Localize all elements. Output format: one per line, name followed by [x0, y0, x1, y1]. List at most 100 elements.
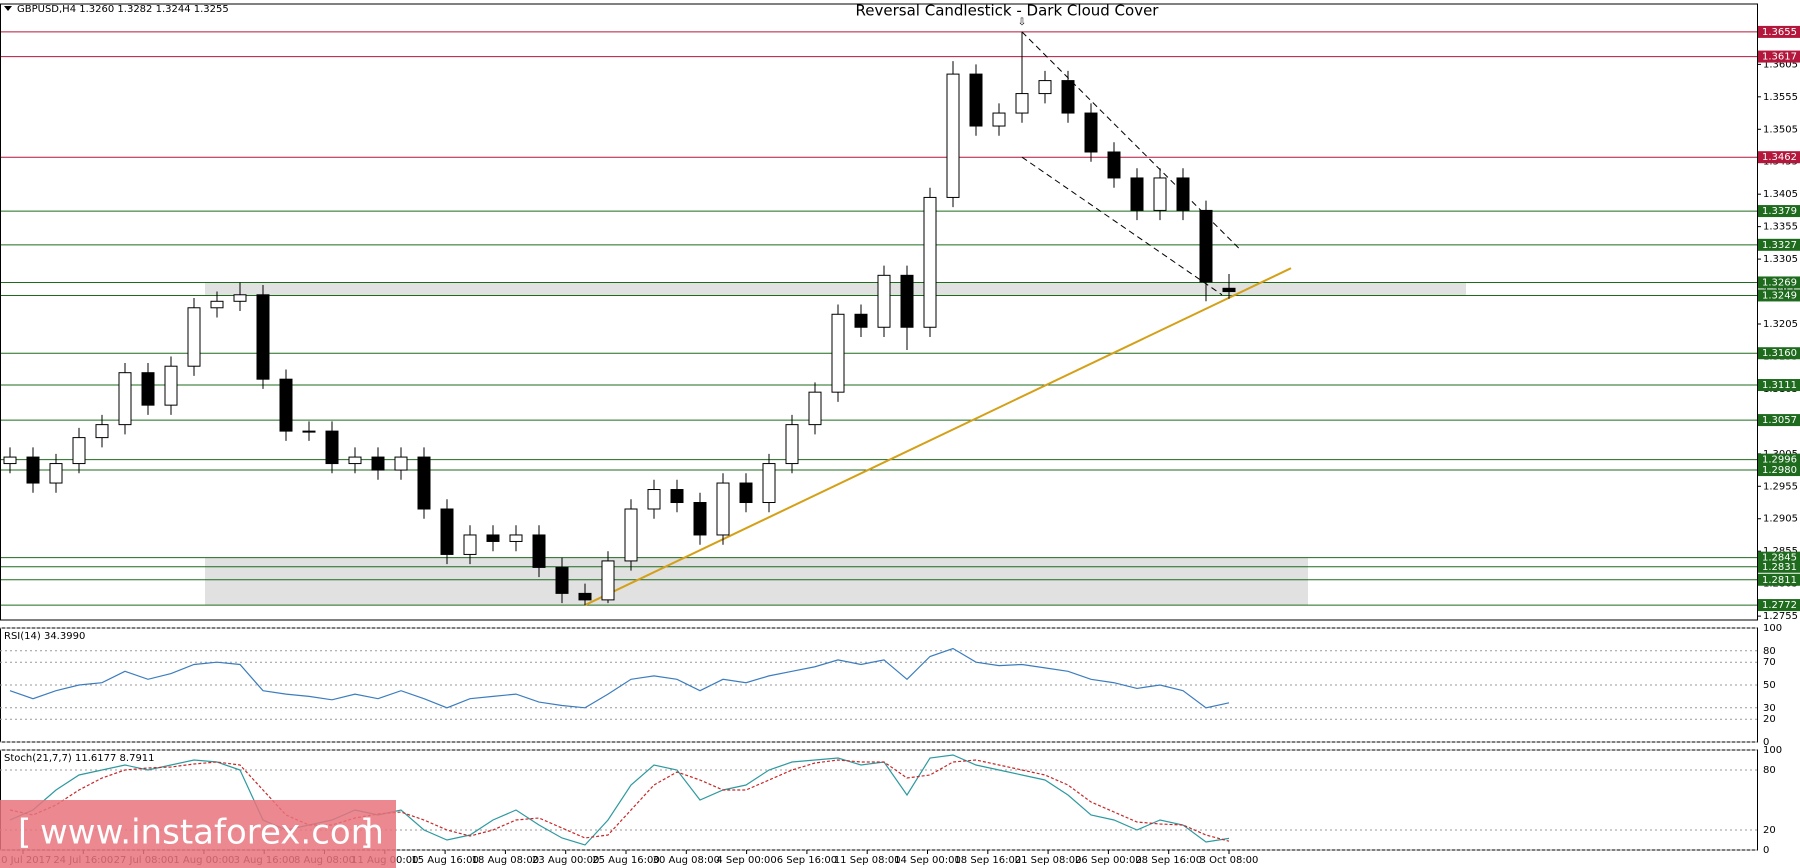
candle-body [854, 313, 868, 328]
channel-line [1021, 156, 1223, 296]
y-tick-label: 1.3205 [1763, 319, 1798, 330]
candle-body [1084, 112, 1098, 153]
candle-body [210, 300, 224, 309]
level-label-box [1758, 205, 1800, 218]
candle-body [693, 502, 707, 536]
candle-body [371, 456, 385, 471]
zone [205, 282, 1466, 296]
candle-body [1153, 177, 1167, 211]
watermark-bracket: [ [18, 813, 31, 853]
candle-body [923, 196, 937, 328]
level-label: 1.3111 [1762, 380, 1797, 391]
level-label-box [1758, 238, 1800, 251]
x-tick-label: 25 Aug 16:00 [592, 855, 659, 866]
x-tick-label: 18 Aug 08:00 [472, 855, 539, 866]
signal-arrow: ⇩ [1018, 17, 1026, 28]
y-tick-label: 50 [1763, 680, 1776, 691]
candle-body [279, 378, 293, 432]
level-label-box [1758, 464, 1800, 477]
candle-body [1107, 151, 1121, 179]
level-label: 1.3379 [1762, 206, 1797, 217]
y-tick-label: 1.3605 [1763, 59, 1798, 70]
indicator-label: Stoch(21,7,7) 11.6177 8.7911 [4, 753, 155, 764]
candle-body [394, 456, 408, 471]
candle-body [601, 560, 615, 601]
level-label-box [1758, 347, 1800, 360]
level-label: 1.3057 [1762, 415, 1797, 426]
candle-body [831, 313, 845, 393]
candle-body [256, 294, 270, 380]
y-tick-label: 0 [1763, 737, 1769, 748]
candle-body [440, 508, 454, 555]
level-label: 1.2980 [1762, 465, 1797, 476]
level-label: 1.2845 [1762, 553, 1797, 564]
y-tick-label: 1.3505 [1763, 124, 1798, 135]
y-tick-label: 1.3355 [1763, 222, 1798, 233]
level-label: 1.3462 [1762, 152, 1797, 163]
candle-body [463, 534, 477, 555]
level-label: 1.2772 [1762, 600, 1797, 611]
candle-body [26, 456, 40, 484]
candle-body [1061, 80, 1075, 114]
watermark-bracket: ] [360, 813, 373, 853]
level-label: 1.3327 [1762, 240, 1797, 251]
candle-body [509, 534, 523, 542]
candle-body [302, 430, 316, 433]
candle-body [3, 456, 17, 465]
level-label: 1.2831 [1762, 562, 1797, 573]
x-tick-label: 11 Sep 08:00 [834, 855, 901, 866]
candle-body [164, 365, 178, 406]
level-label-box [1758, 453, 1800, 466]
candle-body [877, 274, 891, 328]
candle-body [1222, 287, 1236, 293]
level-label-box [1758, 414, 1800, 427]
x-tick-label: 23 Aug 00:00 [532, 855, 599, 866]
candle-body [49, 463, 63, 484]
candle-body [118, 372, 132, 426]
candle-body [555, 566, 569, 594]
candle-body [1130, 177, 1144, 211]
candle-body [624, 508, 638, 562]
x-tick-label: 21 Sep 08:00 [1015, 855, 1082, 866]
x-tick-label: 3 Oct 08:00 [1200, 855, 1259, 866]
y-tick-label: 100 [1763, 623, 1782, 634]
x-tick-label: 30 Aug 08:00 [653, 855, 720, 866]
y-tick-label: 20 [1763, 714, 1776, 725]
y-tick-label: 30 [1763, 703, 1776, 714]
x-tick-label: 18 Sep 16:00 [954, 855, 1021, 866]
indicator-line [9, 754, 1230, 846]
candle-body [716, 482, 730, 536]
y-tick-label: 100 [1763, 745, 1782, 756]
candle-body [1199, 209, 1213, 283]
y-tick-label: 70 [1763, 657, 1776, 668]
y-tick-label: 1.2955 [1763, 481, 1798, 492]
level-label-box [1758, 551, 1800, 564]
level-label-box [1758, 276, 1800, 289]
candle-body [1176, 177, 1190, 211]
candle-body [348, 456, 362, 465]
candle-body [1038, 80, 1052, 95]
zone [205, 557, 1308, 606]
x-tick-label: 15 Aug 16:00 [411, 855, 478, 866]
candle-body [946, 73, 960, 198]
level-label-box [1758, 379, 1800, 392]
level-label-box [1758, 560, 1800, 573]
candle-body [808, 391, 822, 426]
x-tick-label: 4 Sep 00:00 [716, 855, 776, 866]
candle-body [739, 482, 753, 504]
candle-body [992, 112, 1006, 127]
candle-body [72, 437, 86, 465]
x-tick-label: 26 Sep 00:00 [1075, 855, 1142, 866]
candle-body [969, 73, 983, 127]
x-tick-label: 6 Sep 16:00 [777, 855, 837, 866]
level-label-box [1758, 151, 1800, 164]
pane-frame [0, 3, 1758, 621]
y-tick-label: 1.2755 [1763, 611, 1798, 622]
y-tick-label: 1.3555 [1763, 92, 1798, 103]
x-tick-label: 28 Sep 16:00 [1135, 855, 1202, 866]
level-label: 1.2811 [1762, 575, 1797, 586]
y-tick-label: 20 [1763, 825, 1776, 836]
candle-body [785, 424, 799, 465]
